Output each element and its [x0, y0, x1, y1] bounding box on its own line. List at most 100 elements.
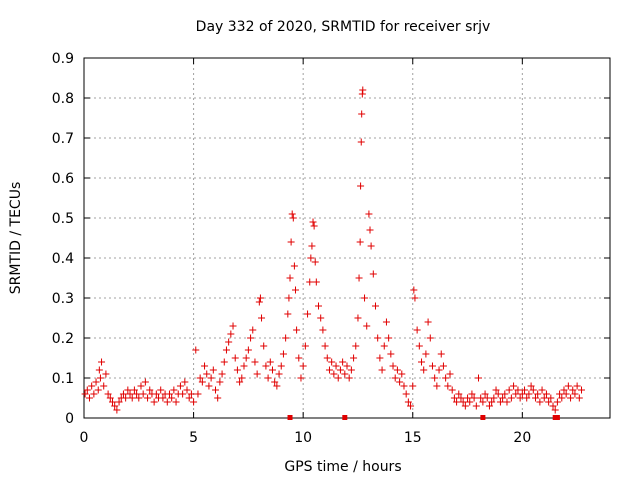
data-point [236, 378, 244, 386]
baseline-marker [480, 415, 486, 420]
data-point [90, 390, 98, 398]
data-point [152, 390, 160, 398]
data-point [352, 342, 360, 350]
data-point [288, 210, 296, 218]
data-point [209, 366, 217, 374]
y-tick-label: 0.9 [52, 51, 74, 67]
data-point [201, 362, 209, 370]
data-point [222, 346, 230, 354]
grid-lines [84, 58, 610, 418]
data-point [242, 354, 250, 362]
data-point [317, 314, 325, 322]
data-point [409, 382, 417, 390]
data-point [444, 382, 452, 390]
data-point [282, 334, 290, 342]
data-point [396, 378, 404, 386]
y-tick-label: 0.4 [52, 251, 74, 267]
data-point [466, 398, 474, 406]
data-point [477, 394, 485, 402]
data-point [431, 374, 439, 382]
data-point [503, 398, 511, 406]
data-point [264, 374, 272, 382]
data-point [354, 314, 362, 322]
data-point [165, 390, 173, 398]
data-point [238, 374, 246, 382]
data-point [95, 366, 103, 374]
data-point [387, 350, 395, 358]
data-point [279, 350, 287, 358]
data-point [192, 346, 200, 354]
data-point [567, 394, 575, 402]
data-point [308, 242, 316, 250]
data-point [475, 374, 482, 382]
y-tick-label: 0.2 [52, 331, 74, 347]
data-point [398, 370, 406, 378]
data-point [240, 362, 248, 370]
data-point [339, 358, 347, 366]
data-point [126, 390, 134, 398]
data-point [483, 394, 491, 402]
data-point [569, 386, 577, 394]
x-axis-label: GPS time / hours [284, 459, 401, 475]
data-point [420, 366, 428, 374]
data-point [212, 386, 219, 394]
data-point [176, 382, 184, 390]
data-point [268, 366, 276, 374]
data-point [297, 374, 305, 382]
data-point [181, 378, 189, 386]
data-point [139, 390, 147, 398]
data-point [187, 390, 195, 398]
data-point [366, 226, 374, 234]
data-point [376, 354, 384, 362]
y-tick-label: 0.7 [52, 131, 74, 147]
data-point [361, 294, 369, 302]
data-point [323, 354, 331, 362]
data-point [571, 390, 579, 398]
data-point [556, 390, 564, 398]
data-point [545, 398, 553, 406]
data-point [525, 390, 533, 398]
data-point [363, 322, 371, 330]
data-point [220, 358, 228, 366]
data-point [422, 350, 430, 358]
data-point [461, 402, 469, 410]
data-point [551, 406, 559, 414]
data-point [355, 274, 363, 282]
data-point [115, 398, 123, 406]
data-point [560, 386, 568, 394]
data-point [529, 386, 537, 394]
data-point [547, 394, 555, 402]
data-point [536, 398, 544, 406]
data-point [531, 394, 539, 402]
data-point [119, 390, 127, 398]
data-point [128, 394, 136, 402]
y-tick-label: 0 [65, 411, 74, 427]
x-tick-label: 10 [294, 430, 312, 446]
data-point [378, 366, 386, 374]
data-point [249, 326, 257, 334]
data-point [468, 390, 476, 398]
data-point [450, 394, 458, 402]
data-point [157, 386, 165, 394]
data-point [382, 318, 390, 326]
data-point [501, 390, 509, 398]
data-point [168, 394, 176, 402]
data-point [253, 370, 261, 378]
data-point [512, 390, 520, 398]
data-point [299, 362, 307, 370]
data-point [516, 394, 524, 402]
data-point [85, 394, 93, 402]
data-point [106, 394, 114, 402]
data-point [98, 358, 106, 366]
data-point [122, 394, 130, 402]
data-point [453, 398, 461, 406]
data-point [415, 342, 423, 350]
data-point [304, 310, 312, 318]
data-point [266, 358, 274, 366]
data-point [190, 398, 198, 406]
data-point [81, 390, 89, 398]
data-point [170, 386, 178, 394]
data-point [285, 294, 293, 302]
data-point [150, 398, 158, 406]
data-point [446, 370, 454, 378]
